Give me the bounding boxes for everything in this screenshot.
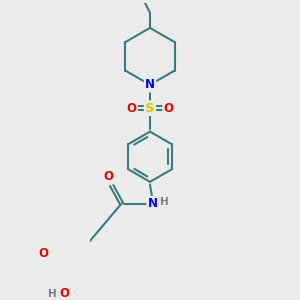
Text: O: O [60, 287, 70, 300]
Text: S: S [145, 102, 155, 115]
Text: N: N [145, 78, 155, 91]
Text: O: O [164, 102, 173, 115]
Text: H: H [160, 197, 168, 207]
Text: N: N [148, 197, 158, 210]
Text: O: O [103, 170, 113, 183]
Text: H: H [48, 289, 57, 299]
Text: O: O [38, 247, 48, 260]
Text: O: O [127, 102, 136, 115]
